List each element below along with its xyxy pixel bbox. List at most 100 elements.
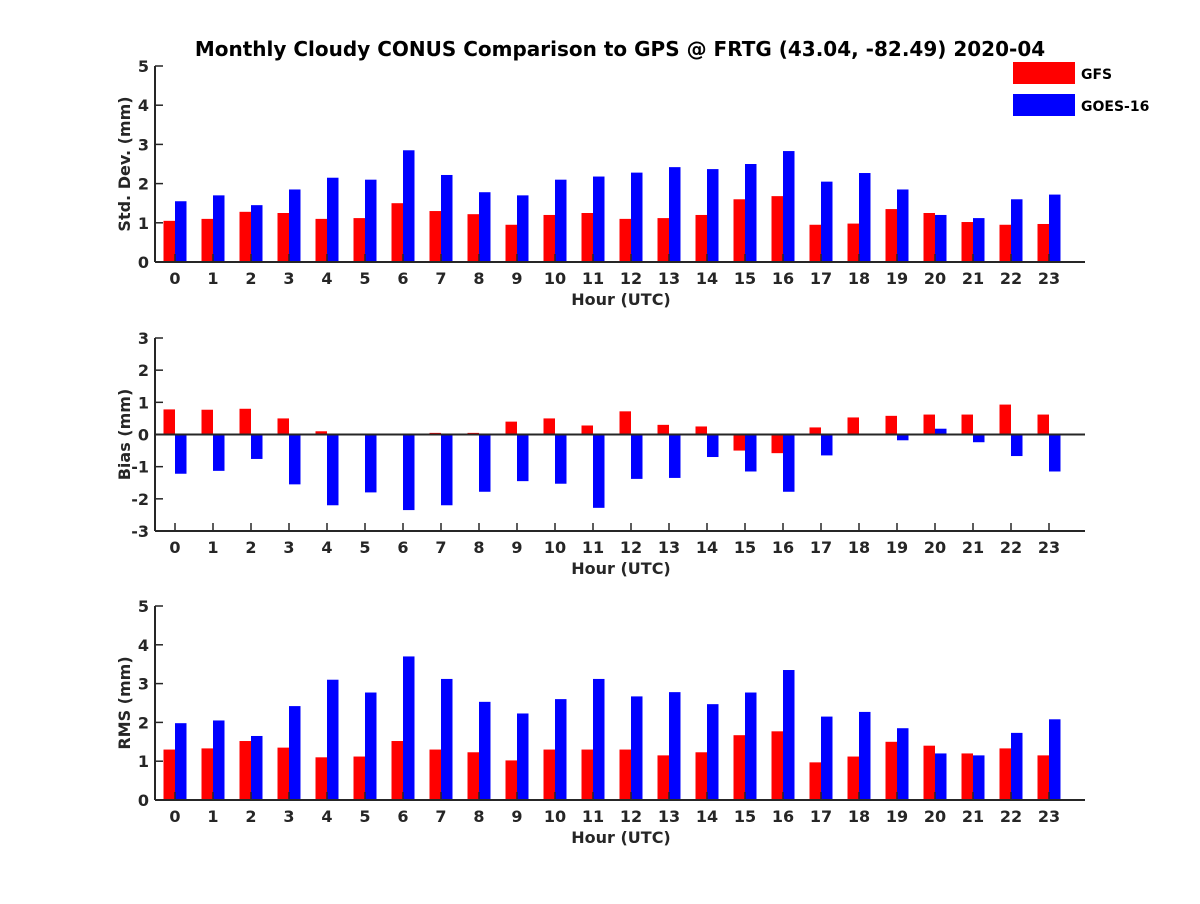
std-dev-x-tick-label: 16 (772, 269, 794, 288)
bar-gfs-hour-14 (695, 426, 707, 435)
bar-goes16-hour-9 (517, 713, 529, 800)
bar-goes16-hour-21 (973, 434, 985, 443)
bar-goes16-hour-0 (175, 723, 187, 800)
bar-goes16-hour-8 (479, 434, 491, 492)
bar-gfs-hour-10 (543, 214, 555, 262)
bar-gfs-hour-17 (809, 224, 821, 262)
bar-goes16-hour-14 (707, 169, 719, 262)
std-dev-x-tick-label: 1 (207, 269, 218, 288)
bar-goes16-hour-12 (631, 434, 643, 479)
rms-x-tick-label: 22 (1000, 807, 1022, 826)
bar-gfs-hour-15 (733, 434, 745, 451)
bar-goes16-hour-21 (973, 755, 985, 800)
bar-goes16-hour-23 (1049, 434, 1061, 472)
bar-gfs-hour-6 (391, 741, 403, 800)
bar-gfs-hour-14 (695, 752, 707, 800)
bar-goes16-hour-5 (365, 434, 377, 493)
bar-gfs-hour-1 (201, 748, 213, 800)
bar-goes16-hour-15 (745, 164, 757, 262)
bias-y-tick-label: -3 (131, 522, 149, 541)
bar-goes16-hour-1 (213, 434, 225, 471)
rms-x-tick-label: 12 (620, 807, 642, 826)
bar-gfs-hour-17 (809, 762, 821, 800)
bar-goes16-hour-16 (783, 434, 795, 492)
bias-x-tick-label: 20 (924, 538, 946, 557)
rms-x-tick-label: 0 (169, 807, 180, 826)
std-dev-x-tick-label: 3 (283, 269, 294, 288)
bar-goes16-hour-2 (251, 434, 263, 459)
bar-gfs-hour-17 (809, 427, 821, 435)
rms-x-tick-label: 9 (511, 807, 522, 826)
bar-gfs-hour-0 (163, 749, 175, 800)
bar-goes16-hour-19 (897, 728, 909, 800)
std-dev-x-tick-label: 9 (511, 269, 522, 288)
rms-x-tick-label: 5 (359, 807, 370, 826)
bias-x-tick-label: 13 (658, 538, 680, 557)
bar-goes16-hour-6 (403, 434, 415, 511)
bar-goes16-hour-17 (821, 181, 833, 262)
bar-goes16-hour-8 (479, 701, 491, 800)
bias-x-tick-label: 15 (734, 538, 756, 557)
bar-goes16-hour-3 (289, 706, 301, 800)
bar-gfs-hour-4 (315, 757, 327, 800)
bar-gfs-hour-12 (619, 411, 631, 435)
bar-goes16-hour-20 (935, 428, 947, 435)
rms-x-tick-label: 4 (321, 807, 332, 826)
bar-gfs-hour-3 (277, 418, 289, 435)
std-dev-x-tick-label: 10 (544, 269, 566, 288)
std-dev-x-tick-label: 4 (321, 269, 332, 288)
bias-x-tick-label: 18 (848, 538, 870, 557)
std-dev-x-tick-label: 20 (924, 269, 946, 288)
bar-goes16-hour-11 (593, 434, 605, 508)
bar-gfs-hour-8 (467, 214, 479, 262)
bar-gfs-hour-5 (353, 218, 365, 262)
bias-x-tick-label: 14 (696, 538, 718, 557)
rms-x-tick-label: 10 (544, 807, 566, 826)
bar-goes16-hour-1 (213, 195, 225, 262)
bar-gfs-hour-11 (581, 425, 593, 435)
bar-goes16-hour-13 (669, 434, 681, 478)
rms-x-tick-label: 23 (1038, 807, 1060, 826)
bar-goes16-hour-12 (631, 172, 643, 262)
bar-gfs-hour-10 (543, 749, 555, 800)
bar-goes16-hour-11 (593, 678, 605, 800)
bar-goes16-hour-7 (441, 678, 453, 800)
bar-gfs-hour-9 (505, 421, 517, 435)
bar-goes16-hour-2 (251, 205, 263, 262)
bar-gfs-hour-12 (619, 749, 631, 800)
bar-goes16-hour-0 (175, 201, 187, 262)
rms-x-axis-label: Hour (UTC) (571, 828, 671, 847)
bar-goes16-hour-22 (1011, 434, 1023, 457)
bar-goes16-hour-14 (707, 434, 719, 458)
bar-gfs-hour-9 (505, 760, 517, 800)
bias-x-tick-label: 6 (397, 538, 408, 557)
bar-gfs-hour-12 (619, 218, 631, 262)
bias-y-tick-label: -2 (131, 490, 149, 509)
std-dev-x-tick-label: 0 (169, 269, 180, 288)
rms-y-tick-label: 4 (138, 636, 149, 655)
bias-x-tick-label: 3 (283, 538, 294, 557)
bar-gfs-hour-22 (999, 748, 1011, 800)
bias-x-tick-label: 23 (1038, 538, 1060, 557)
bar-goes16-hour-3 (289, 189, 301, 262)
bar-goes16-hour-10 (555, 179, 567, 262)
bias-x-tick-label: 1 (207, 538, 218, 557)
std-dev-y-tick-label: 4 (138, 96, 149, 115)
bar-goes16-hour-23 (1049, 719, 1061, 800)
rms-x-tick-label: 14 (696, 807, 718, 826)
bias-x-tick-label: 12 (620, 538, 642, 557)
bar-gfs-hour-11 (581, 749, 593, 800)
bar-goes16-hour-18 (859, 711, 871, 800)
bar-goes16-hour-7 (441, 434, 453, 506)
std-dev-y-tick-label: 3 (138, 135, 149, 154)
std-dev-x-tick-label: 19 (886, 269, 908, 288)
bar-goes16-hour-19 (897, 189, 909, 262)
rms-x-tick-label: 20 (924, 807, 946, 826)
std-dev-y-tick-label: 5 (138, 57, 149, 76)
rms-x-tick-label: 15 (734, 807, 756, 826)
bar-gfs-hour-15 (733, 735, 745, 800)
bar-goes16-hour-22 (1011, 199, 1023, 262)
bar-gfs-hour-18 (847, 417, 859, 435)
bar-goes16-hour-4 (327, 434, 339, 506)
